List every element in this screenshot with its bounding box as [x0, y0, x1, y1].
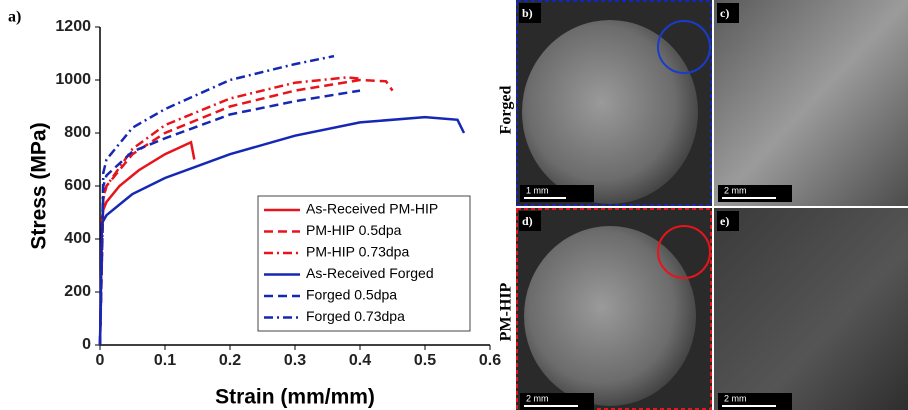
sem-image: [714, 0, 908, 206]
data-line: [98, 76, 361, 346]
x-tick-label: 0: [96, 352, 105, 369]
row-label: PM-HIP: [498, 282, 515, 341]
x-tick-label: 0.4: [349, 352, 371, 369]
panel-label-bg: [717, 3, 739, 23]
legend-label: As-Received Forged: [306, 265, 434, 281]
y-tick-label: 1200: [55, 18, 91, 35]
data-line: [98, 54, 335, 346]
y-tick-label: 600: [64, 177, 91, 194]
sem-image: [714, 208, 908, 410]
y-tick-label: 400: [64, 230, 91, 247]
legend-box: [257, 195, 471, 332]
legend-label: Forged 0.73dpa: [306, 308, 405, 324]
panel-label: d): [522, 214, 533, 228]
panel-label: c): [720, 6, 729, 20]
panel-label: a): [8, 9, 21, 26]
legend-label: As-Received PM-HIP: [306, 201, 438, 217]
scale-label: 1 mm: [526, 185, 549, 195]
scale-label: 2 mm: [526, 393, 549, 403]
legend-label: Forged 0.5dpa: [306, 287, 397, 303]
panel-border: [516, 208, 712, 410]
data-line: [98, 78, 394, 346]
sem-panels: [516, 0, 908, 410]
x-tick-label: 0.3: [284, 352, 306, 369]
legend-label: PM-HIP 0.73dpa: [306, 244, 409, 260]
row-label: Forged: [498, 85, 515, 134]
chart: a): [8, 9, 21, 26]
panel-label-bg: [519, 3, 541, 23]
panel-label-bg: [717, 211, 739, 231]
panel-label-bg: [519, 211, 541, 231]
y-axis-label: Stress (MPa): [28, 122, 51, 249]
x-tick-label: 0.2: [219, 352, 241, 369]
panel-label: b): [522, 6, 533, 20]
scale-label: 2 mm: [724, 185, 747, 195]
fracture-disk: [524, 226, 696, 406]
legend-label: PM-HIP 0.5dpa: [306, 222, 402, 238]
panel-label: e): [720, 214, 729, 228]
y-tick-label: 800: [64, 124, 91, 141]
x-axis-label: Strain (mm/mm): [215, 386, 375, 409]
scale-label: 2 mm: [724, 393, 747, 403]
x-tick-label: 0.1: [154, 352, 176, 369]
y-tick-label: 0: [82, 336, 91, 353]
panel-border: [516, 0, 712, 206]
y-tick-label: 1000: [55, 71, 91, 88]
x-tick-label: 0.6: [479, 352, 501, 369]
fracture-disk: [522, 20, 698, 204]
y-tick-label: 200: [64, 283, 91, 300]
highlight-circle: [657, 225, 711, 279]
x-tick-label: 0.5: [414, 352, 436, 369]
data-line: [98, 115, 466, 346]
highlight-circle: [657, 20, 711, 74]
